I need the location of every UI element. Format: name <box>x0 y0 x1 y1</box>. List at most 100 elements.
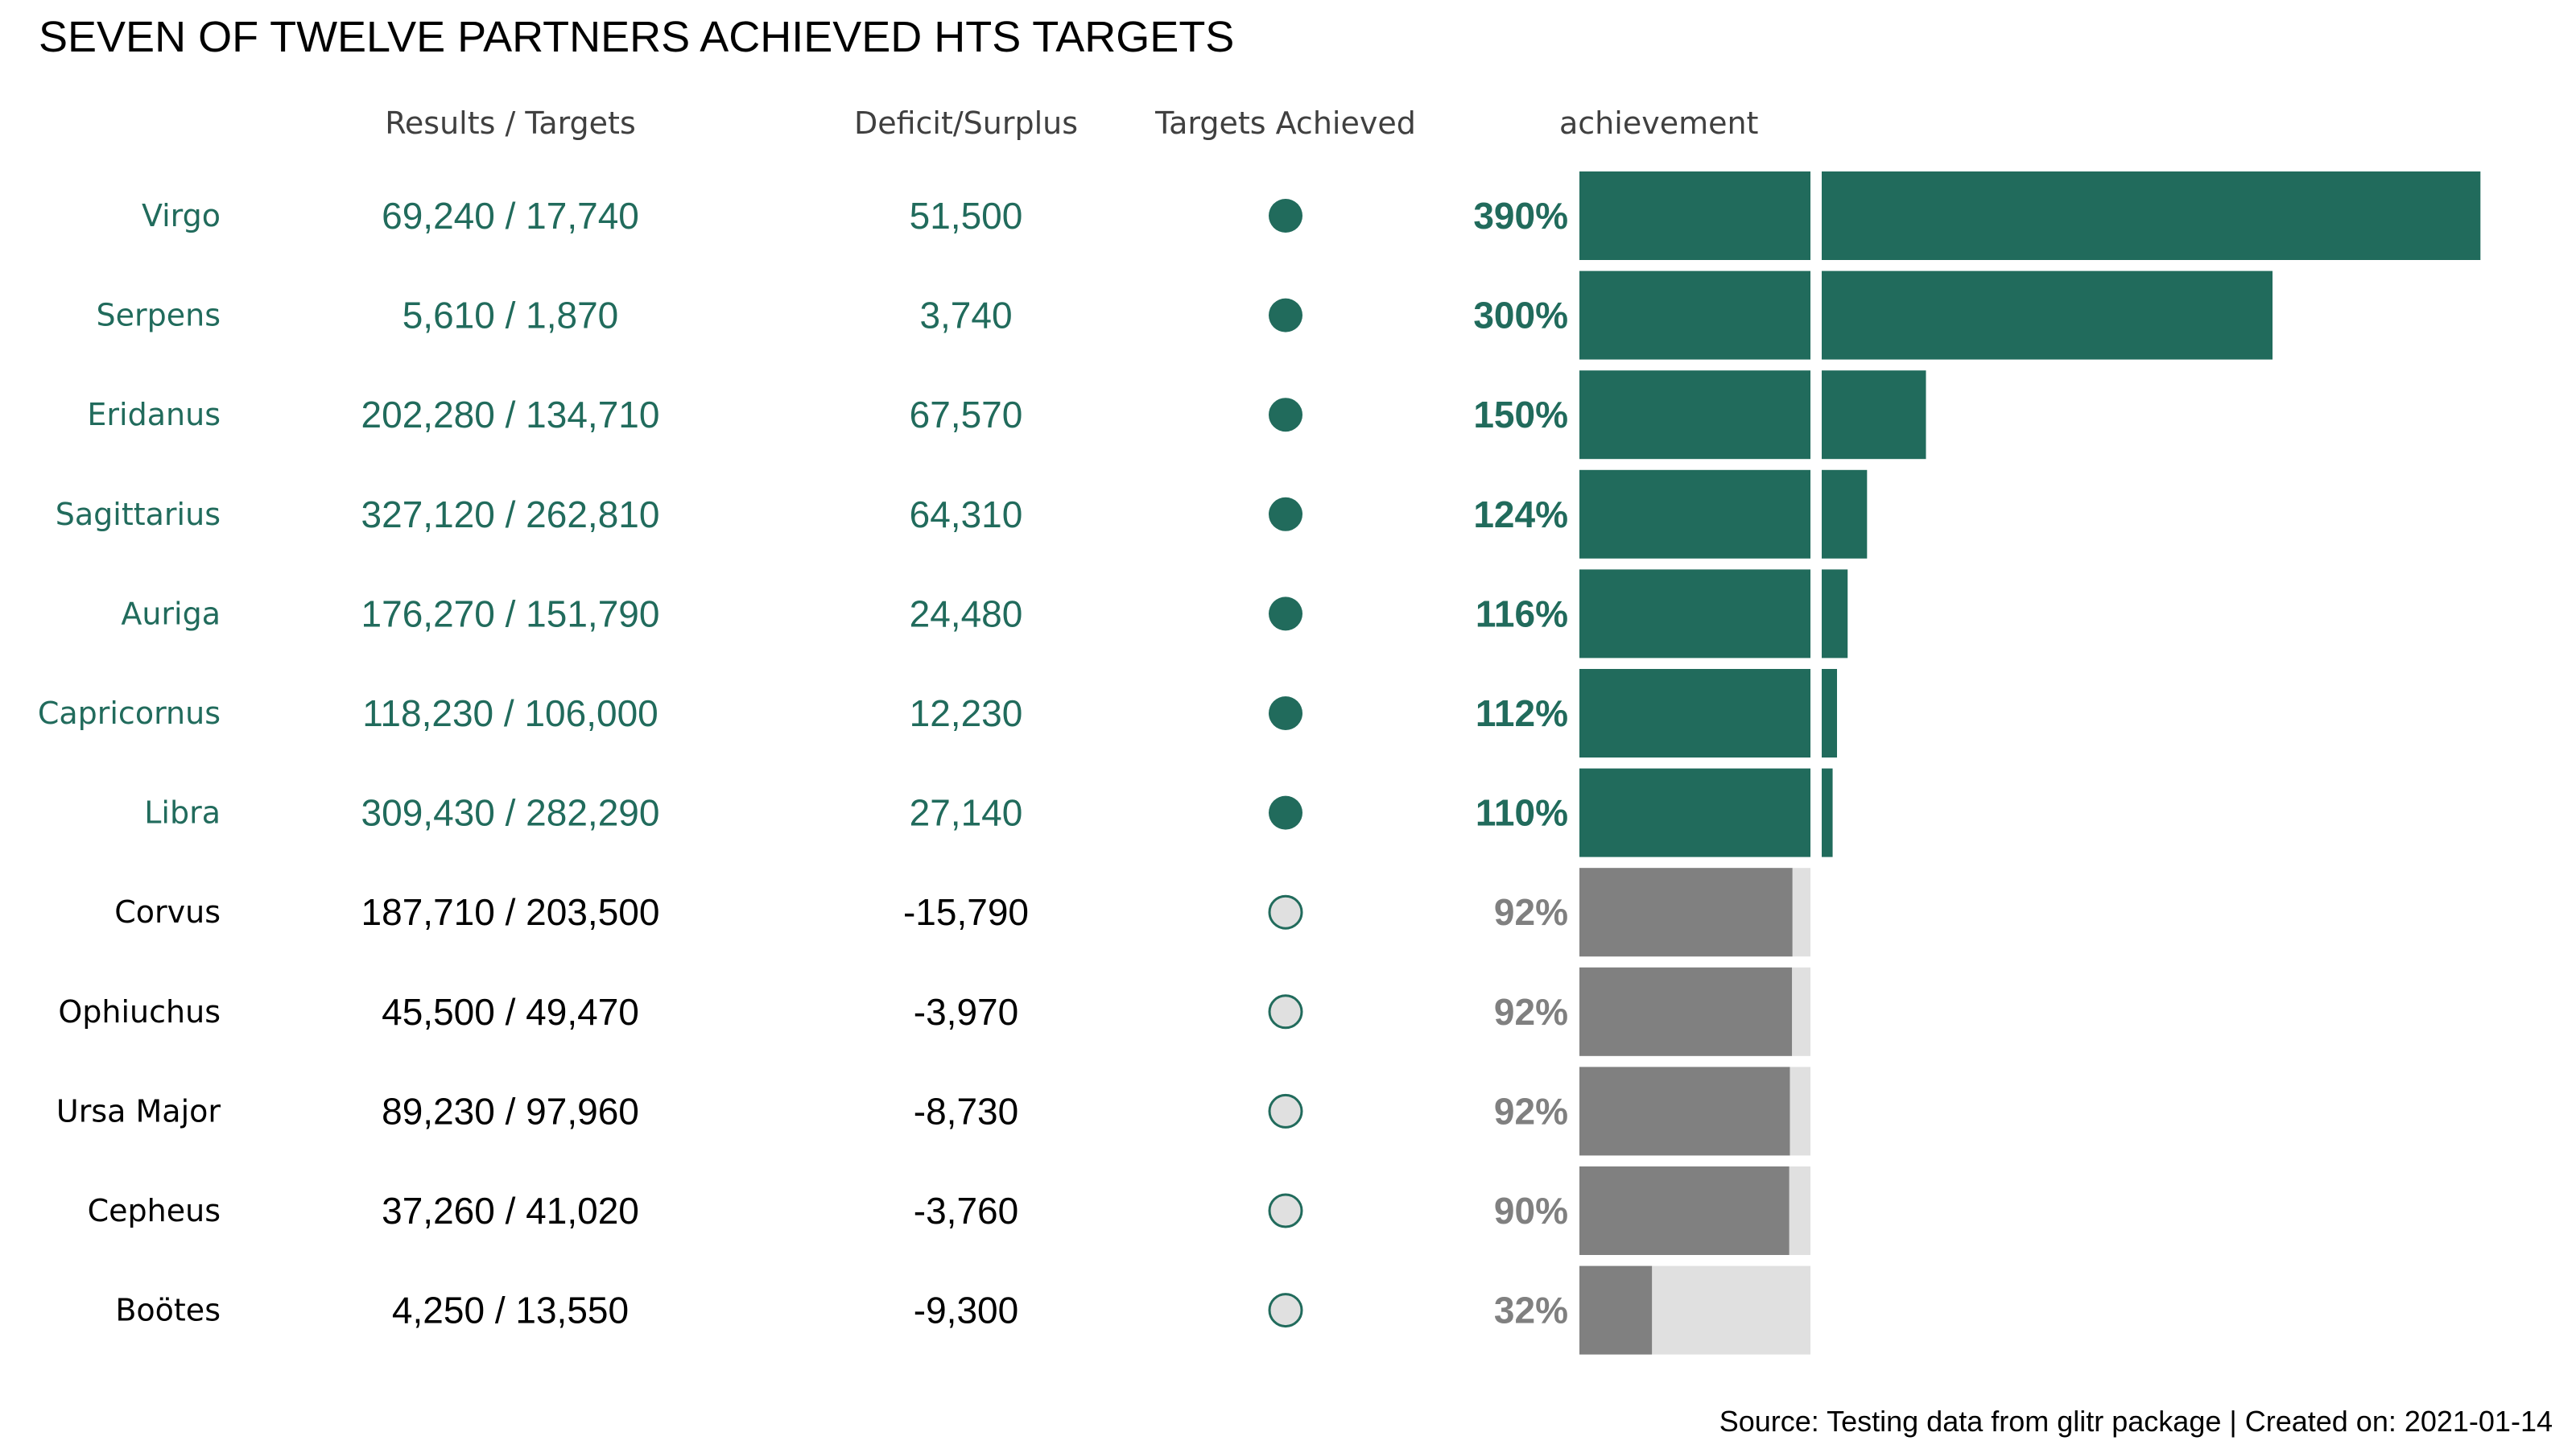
achievement-percent-label: 32% <box>1494 1290 1568 1331</box>
not-achieved-empty-circle-icon <box>1268 1093 1303 1129</box>
achievement-bar <box>1579 1166 1790 1255</box>
achievement-bar-to-target <box>1579 171 1810 260</box>
achievement-bar-over-target <box>1822 669 1838 758</box>
source-caption: Source: Testing data from glitr package … <box>1719 1405 2553 1438</box>
partner-label: Corvus <box>114 894 221 930</box>
achievement-bar-over-target <box>1822 370 1926 460</box>
header-achievement: achievement <box>1559 105 1758 141</box>
achievement-bar-to-target <box>1579 469 1810 559</box>
table-row: Serpens 5,610 / 1,870 3,740 300% <box>96 270 2273 360</box>
table-row: Virgo 69,240 / 17,740 51,500 390% <box>142 171 2481 260</box>
partner-label: Ursa Major <box>56 1093 221 1129</box>
table-row: Eridanus 202,280 / 134,710 67,570 150% <box>87 370 1926 460</box>
achievement-bar-over-target <box>1822 768 1833 857</box>
results-targets-value: 45,500 / 49,470 <box>382 991 639 1033</box>
header-targets-achieved: Targets Achieved <box>1154 105 1416 141</box>
achieved-filled-circle-icon <box>1269 199 1302 233</box>
achievement-percent-label: 300% <box>1473 295 1568 336</box>
deficit-surplus-value: 3,740 <box>919 295 1012 336</box>
achievement-percent-label: 124% <box>1473 493 1568 535</box>
achieved-filled-circle-icon <box>1269 398 1302 432</box>
results-targets-value: 327,120 / 262,810 <box>361 493 660 535</box>
achievement-bar-to-target <box>1579 669 1810 758</box>
deficit-surplus-value: 51,500 <box>910 195 1023 237</box>
achievement-percent-label: 90% <box>1494 1190 1568 1232</box>
achievement-bar <box>1579 868 1793 957</box>
deficit-surplus-value: 64,310 <box>910 493 1023 535</box>
results-targets-value: 89,230 / 97,960 <box>382 1090 639 1132</box>
partner-label: Eridanus <box>87 397 221 432</box>
achievement-bar-over-target <box>1822 171 2481 260</box>
not-achieved-empty-circle-icon <box>1268 1293 1303 1328</box>
achievement-bar-to-target <box>1579 569 1810 658</box>
results-targets-value: 309,430 / 282,290 <box>361 792 660 834</box>
achievement-bar-to-target <box>1579 370 1810 460</box>
achievement-percent-label: 92% <box>1494 891 1568 933</box>
achieved-filled-circle-icon <box>1269 795 1302 830</box>
table-row: Corvus 187,710 / 203,500 -15,790 92% <box>114 868 1810 957</box>
achievement-percent-label: 112% <box>1476 692 1568 734</box>
results-targets-value: 69,240 / 17,740 <box>382 195 639 237</box>
achieved-filled-circle-icon <box>1269 597 1302 631</box>
achievement-bar <box>1579 1265 1653 1355</box>
achieved-filled-circle-icon <box>1269 497 1302 531</box>
deficit-surplus-value: -8,730 <box>914 1090 1018 1132</box>
achievement-percent-label: 390% <box>1473 195 1568 237</box>
achievement-percent-label: 110% <box>1476 792 1568 834</box>
achievement-percent-label: 92% <box>1494 1090 1568 1132</box>
table-row: Libra 309,430 / 282,290 27,140 110% <box>144 768 1833 857</box>
results-targets-value: 187,710 / 203,500 <box>361 891 660 933</box>
partner-label: Sagittarius <box>56 497 221 532</box>
not-achieved-empty-circle-icon <box>1268 994 1303 1030</box>
results-targets-value: 5,610 / 1,870 <box>402 295 619 336</box>
achievement-percent-label: 150% <box>1473 394 1568 436</box>
results-targets-value: 37,260 / 41,020 <box>382 1190 639 1232</box>
partner-label: Virgo <box>142 198 221 233</box>
achievement-bar-to-target <box>1579 768 1810 857</box>
achievement-bar-over-target <box>1822 270 2273 360</box>
results-targets-value: 202,280 / 134,710 <box>361 394 660 436</box>
partner-label: Boötes <box>115 1293 221 1328</box>
table-row: Sagittarius 327,120 / 262,810 64,310 124% <box>56 469 1868 559</box>
not-achieved-empty-circle-icon <box>1268 1193 1303 1228</box>
partner-label: Capricornus <box>38 696 221 731</box>
table-row: Ursa Major 89,230 / 97,960 -8,730 92% <box>56 1067 1810 1156</box>
achievement-bar <box>1579 1067 1790 1156</box>
table-row: Ophiuchus 45,500 / 49,470 -3,970 92% <box>58 967 1810 1056</box>
achieved-filled-circle-icon <box>1269 298 1302 332</box>
header-deficit-surplus: Deficit/Surplus <box>854 105 1078 141</box>
chart-title: SEVEN OF TWELVE PARTNERS ACHIEVED HTS TA… <box>39 13 1234 61</box>
partner-label: Auriga <box>121 596 221 631</box>
achievement-percent-label: 92% <box>1494 991 1568 1033</box>
table-row: Capricornus 118,230 / 106,000 12,230 112% <box>38 669 1838 758</box>
table-row: Boötes 4,250 / 13,550 -9,300 32% <box>115 1265 1810 1355</box>
partner-label: Serpens <box>96 298 221 333</box>
achievement-bar <box>1579 967 1793 1056</box>
table-row: Cepheus 37,260 / 41,020 -3,760 90% <box>88 1166 1810 1255</box>
achievement-percent-label: 116% <box>1476 592 1568 634</box>
deficit-surplus-value: -3,970 <box>914 991 1018 1033</box>
table-rows: Virgo 69,240 / 17,740 51,500 390% Serpens 5,6… <box>38 171 2481 1355</box>
not-achieved-empty-circle-icon <box>1268 894 1303 930</box>
deficit-surplus-value: 27,140 <box>910 792 1023 834</box>
header-results-targets: Results / Targets <box>385 105 636 141</box>
partner-label: Libra <box>144 795 221 831</box>
partner-label: Cepheus <box>88 1193 221 1228</box>
deficit-surplus-value: -15,790 <box>903 891 1029 933</box>
deficit-surplus-value: -3,760 <box>914 1190 1018 1232</box>
achievement-bar-to-target <box>1579 270 1810 360</box>
achievement-bar-over-target <box>1822 569 1848 658</box>
achieved-filled-circle-icon <box>1269 696 1302 730</box>
deficit-surplus-value: 12,230 <box>910 692 1023 734</box>
results-targets-value: 4,250 / 13,550 <box>392 1290 629 1331</box>
achievement-bar-over-target <box>1822 469 1868 559</box>
deficit-surplus-value: 67,570 <box>910 394 1023 436</box>
deficit-surplus-value: -9,300 <box>914 1290 1018 1331</box>
results-targets-value: 118,230 / 106,000 <box>362 692 658 734</box>
deficit-surplus-value: 24,480 <box>910 592 1023 634</box>
partner-label: Ophiuchus <box>58 994 221 1030</box>
results-targets-value: 176,270 / 151,790 <box>361 592 660 634</box>
table-row: Auriga 176,270 / 151,790 24,480 116% <box>121 569 1848 658</box>
